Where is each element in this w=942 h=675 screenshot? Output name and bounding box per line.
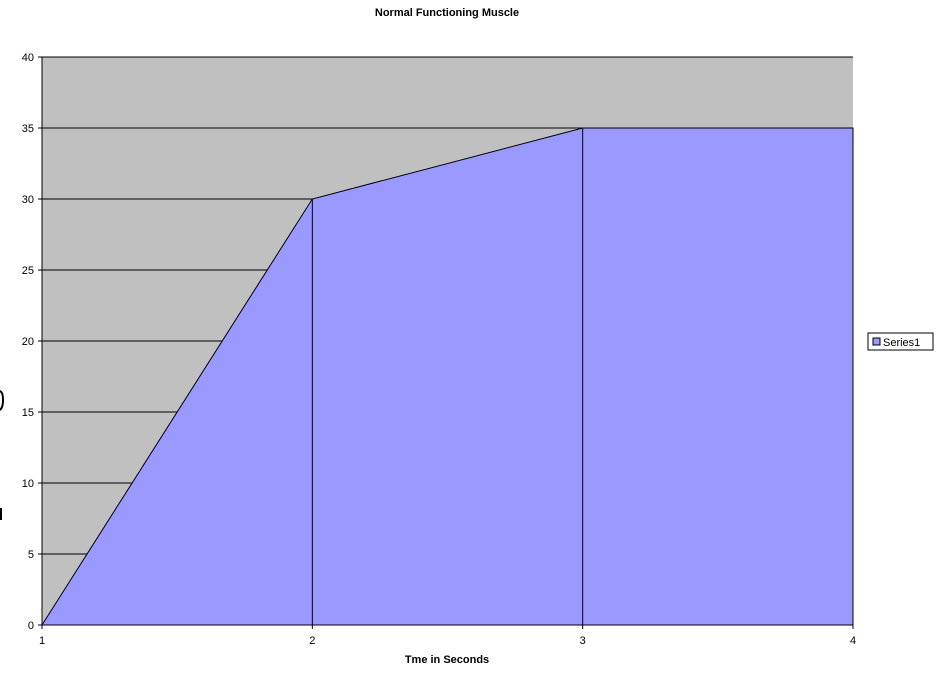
x-tick-label: 3 <box>580 635 586 647</box>
drop-lines <box>311 128 854 625</box>
legend-label-series1: Series1 <box>883 337 920 349</box>
x-ticks: 1 2 3 4 <box>39 625 856 647</box>
y-tick-label: 0 <box>28 620 34 632</box>
y-axis-label-fragment <box>0 390 5 520</box>
x-tick-label: 2 <box>309 635 315 647</box>
y-tick-label: 20 <box>22 336 34 348</box>
y-tick-label: 30 <box>22 194 34 206</box>
y-ticks: 0 5 10 15 20 25 30 35 40 <box>22 52 42 632</box>
y-tick-label: 5 <box>28 549 34 561</box>
y-tick-label: 25 <box>22 265 34 277</box>
legend-box <box>867 332 934 351</box>
legend: Series1 <box>867 332 934 351</box>
legend-swatch <box>872 337 881 346</box>
y-tick-label: 15 <box>22 407 34 419</box>
x-axis-label: Tme in Seconds <box>405 654 489 666</box>
chart-title: Normal Functioning Muscle <box>375 7 519 19</box>
x-tick-label: 1 <box>39 635 45 647</box>
y-tick-label: 35 <box>22 123 34 135</box>
x-tick-label: 4 <box>850 635 856 647</box>
y-tick-label: 10 <box>22 478 34 490</box>
y-tick-label: 40 <box>22 52 34 64</box>
